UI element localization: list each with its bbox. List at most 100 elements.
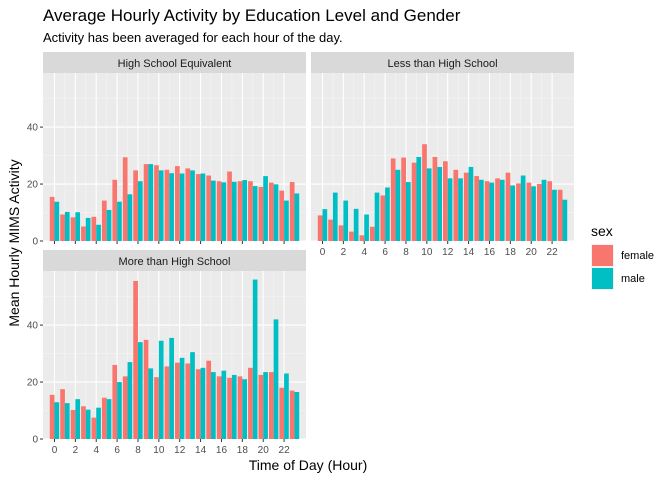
x-tick-label: 14 [463, 247, 475, 258]
facet-strip-label: More than High School [119, 256, 231, 268]
bar-male [395, 169, 401, 241]
bar-female [216, 376, 222, 439]
y-axis-label: Mean Hourly MIMS Activity [6, 159, 22, 326]
bar-female [237, 376, 243, 439]
legend-label-female: female [621, 250, 654, 262]
bar-male [284, 373, 289, 439]
x-tick-label: 6 [382, 247, 388, 258]
chart-subtitle: Activity has been averaged for each hour… [43, 30, 343, 45]
bar-male [242, 379, 248, 439]
bar-male [221, 182, 227, 241]
bar-female [195, 369, 201, 439]
facet-strip [43, 52, 306, 73]
bar-female [143, 164, 149, 241]
bar-female [154, 377, 159, 439]
bar-male [211, 180, 216, 241]
bar-male [127, 194, 133, 241]
bar-female [101, 397, 107, 439]
bar-male [364, 214, 369, 241]
bar-female [557, 189, 563, 241]
bar-female [289, 182, 295, 241]
x-tick-label: 22 [547, 247, 559, 258]
bar-female [390, 158, 396, 241]
bar-male [75, 212, 81, 241]
bar-female [526, 182, 532, 241]
bar-female [154, 165, 159, 241]
facet-panel: More than High School 0 20 40 0 2 4 6 8 10 12 14 16 1… [27, 250, 306, 456]
bar-female [70, 217, 76, 241]
bar-male [231, 181, 237, 241]
bar-male [531, 186, 536, 241]
bar-female [49, 394, 55, 439]
x-tick-label: 4 [361, 247, 367, 258]
bar-female [463, 172, 469, 241]
bar-male [137, 181, 143, 241]
facet-strip [311, 52, 574, 73]
bar-male [252, 186, 258, 241]
bar-male [64, 211, 70, 241]
bar-male [374, 192, 380, 241]
bar-male [520, 175, 526, 241]
bar-female [349, 231, 354, 241]
legend-swatch-female [592, 245, 613, 266]
bar-male [190, 170, 195, 241]
x-tick-label: 20 [526, 247, 538, 258]
bar-female [380, 195, 386, 241]
bar-male [117, 201, 122, 241]
bar-female [81, 406, 86, 439]
bar-female [317, 215, 323, 241]
x-tick-label: 12 [174, 445, 186, 456]
x-tick-label: 4 [93, 445, 99, 456]
bar-male [85, 409, 91, 439]
bar-female [112, 364, 118, 439]
bar-female [248, 367, 253, 439]
bar-female [70, 409, 76, 439]
bar-male [200, 173, 206, 241]
bar-male [54, 201, 60, 241]
bar-male [242, 180, 248, 241]
bar-male [106, 399, 112, 439]
x-tick-label: 2 [73, 445, 79, 456]
bar-male [489, 182, 495, 241]
bar-male [96, 224, 101, 241]
bar-female [505, 172, 511, 241]
facet-panel: High School Equivalent 0 20 40 [27, 52, 306, 248]
x-tick-label: 16 [484, 247, 496, 258]
facet-strip-label: High School Equivalent [118, 58, 232, 70]
bar-male [211, 372, 216, 439]
bar-male [405, 182, 411, 241]
bar-female [227, 171, 232, 241]
bar-female [401, 157, 406, 241]
bar-female [338, 225, 344, 241]
y-tick-label: 0 [32, 435, 38, 446]
bar-female [91, 216, 97, 241]
y-tick-label: 40 [27, 123, 39, 134]
bar-female [516, 183, 521, 241]
bar-female [175, 362, 180, 439]
bar-female [185, 363, 191, 439]
bar-female [122, 157, 128, 241]
bar-female [258, 374, 264, 439]
bar-female [175, 166, 180, 241]
bar-female [60, 389, 65, 439]
y-tick-label: 20 [27, 378, 39, 389]
x-tick-label: 18 [505, 247, 517, 258]
bar-male [117, 382, 122, 439]
bar-male [552, 189, 557, 241]
bar-male [385, 187, 390, 241]
bar-male [179, 173, 185, 241]
bar-female [258, 186, 264, 241]
x-tick-label: 20 [258, 445, 270, 456]
bar-male [458, 178, 463, 241]
bar-male [137, 342, 143, 439]
bar-male [499, 179, 505, 241]
bar-male [343, 200, 349, 241]
bar-female [133, 170, 138, 241]
bar-male [148, 164, 154, 241]
bar-female [443, 161, 448, 241]
x-axis-label: Time of Day (Hour) [249, 457, 368, 473]
bar-female [206, 175, 212, 241]
chart-title: Average Hourly Activity by Education Lev… [43, 6, 461, 25]
